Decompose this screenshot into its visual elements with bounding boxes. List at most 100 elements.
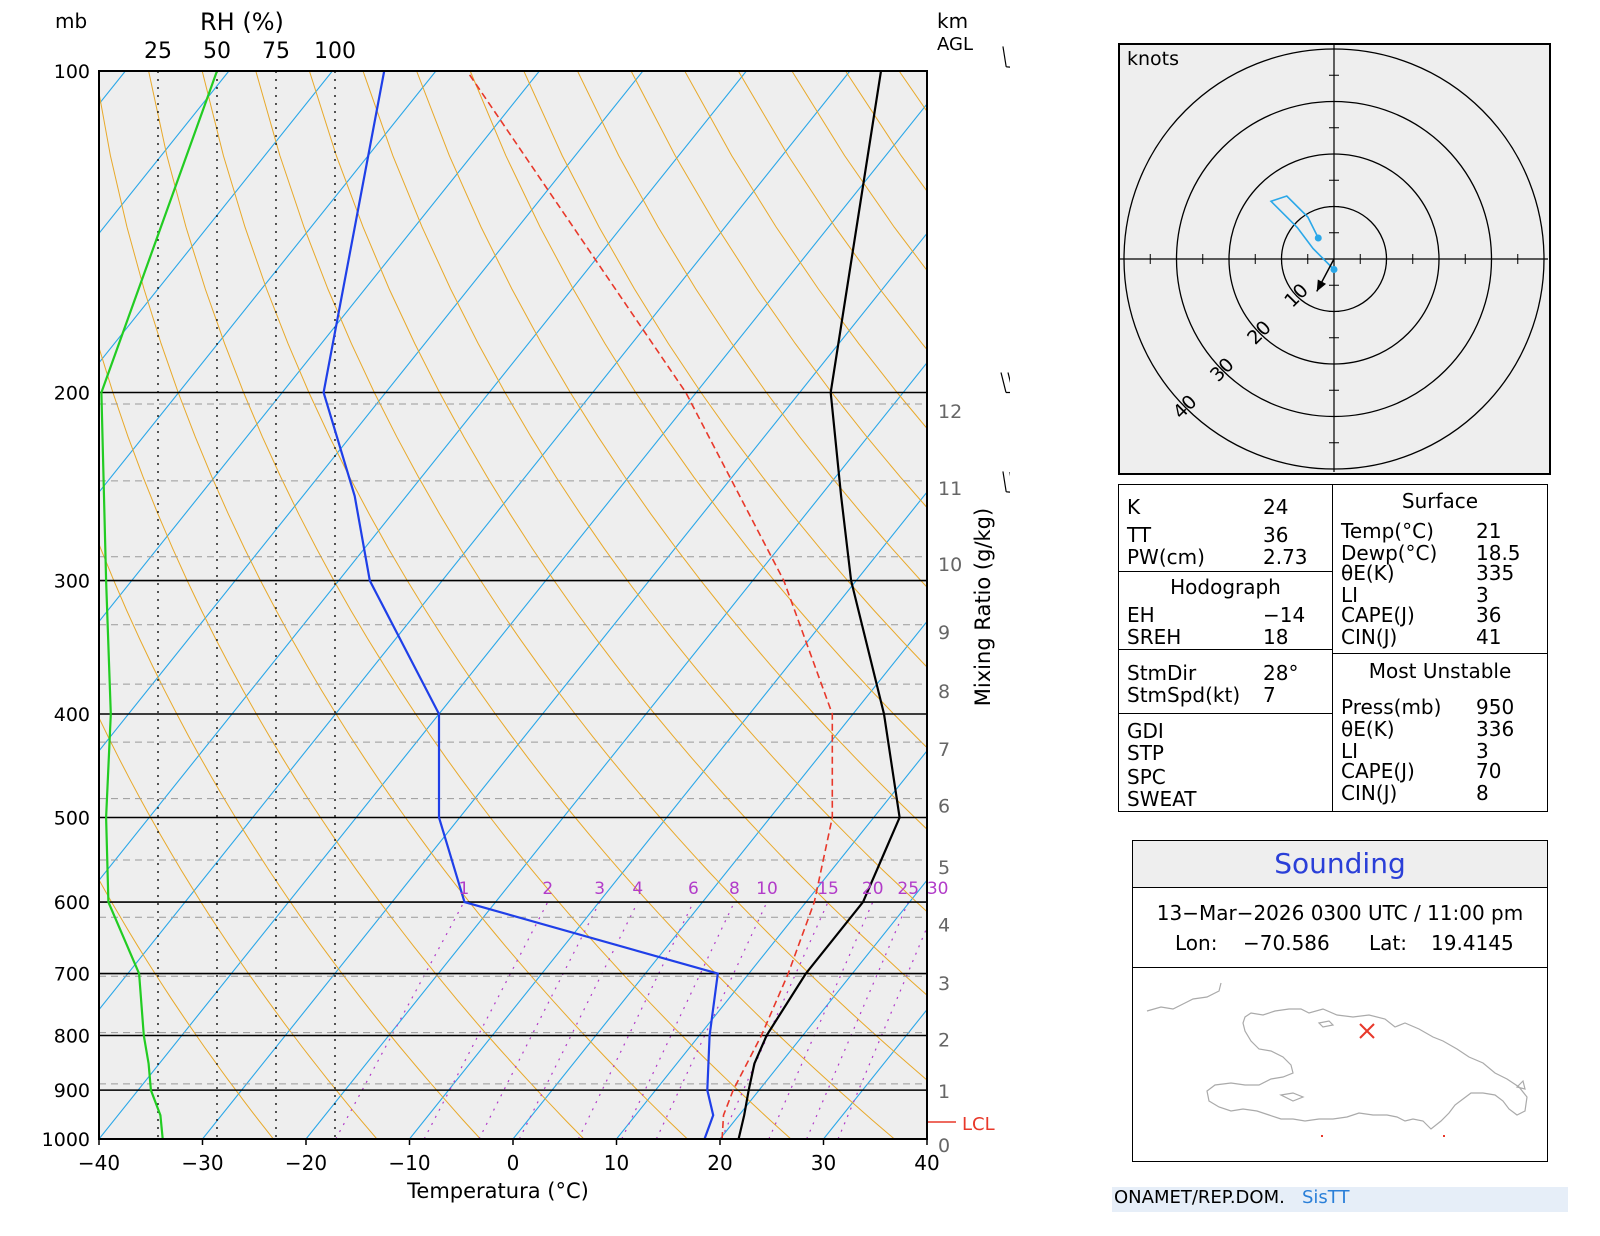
km-tick-label: 7 (938, 739, 950, 761)
mixing-ratio-label: 1 (459, 879, 470, 899)
x-tick-label: −20 (285, 1151, 327, 1175)
sounding-info-panel: Sounding 13−Mar−2026 0300 UTC / 11:00 pm… (1132, 840, 1548, 1162)
tt-label: TT (1127, 523, 1152, 547)
mixing-ratio-label: 10 (756, 879, 778, 899)
mu-press-value: 950 (1476, 695, 1515, 719)
wind-barb-flag (1002, 471, 1007, 492)
pressure-tick-label: 500 (54, 807, 90, 829)
mixing-ratio-label: 2 (542, 879, 553, 899)
hodograph-units-label: knots (1127, 48, 1179, 70)
surface-temp-value: 21 (1476, 519, 1502, 543)
rh-tick-label: 100 (314, 39, 356, 64)
surface-li-value: 3 (1476, 583, 1489, 607)
temperature-axis-title: Temperatura (°C) (406, 1179, 589, 1203)
km-tick-label: 0 (938, 1135, 950, 1157)
rh-profile (100, 71, 219, 1139)
stp-label: STP (1127, 741, 1164, 765)
mixing-ratio-label: 4 (632, 879, 643, 899)
mixing-ratio-label: 6 (688, 879, 699, 899)
x-tick-label: 0 (507, 1151, 520, 1175)
divider-line (1333, 653, 1547, 654)
wind-barb-staff (1006, 66, 1010, 68)
map-coastline (1146, 982, 1528, 1130)
isotherm-line (99, 71, 644, 752)
dry-adiabat-line (99, 542, 481, 1139)
sreh-label: SREH (1127, 625, 1182, 649)
dry-adiabat-line (469, 71, 927, 749)
surface-dewp-value: 18.5 (1476, 541, 1521, 565)
surface-li-label: LI (1341, 583, 1359, 607)
dry-adiabat-line (416, 71, 927, 830)
location-map (1146, 982, 1528, 1137)
stmdir-value: 28° (1263, 661, 1299, 685)
km-tick-label: 2 (938, 1030, 950, 1052)
mu-thetae-label: θE(K) (1341, 717, 1395, 741)
dry-adiabat-line (255, 71, 927, 1081)
x-tick-label: 30 (811, 1151, 836, 1175)
divider-line (1133, 967, 1547, 968)
mu-press-label: Press(mb) (1341, 695, 1442, 719)
mu-cape-label: CAPE(J) (1341, 759, 1415, 783)
lon-value: −70.586 (1243, 931, 1330, 955)
footer-system: SisTT (1302, 1187, 1350, 1208)
dry-adiabat-line (362, 71, 927, 913)
plot-frame (98, 70, 928, 1140)
x-tick-label: −40 (78, 1151, 120, 1175)
temperature-profile (737, 71, 901, 1139)
mixing-ratio-label: 8 (729, 879, 740, 899)
mixing-ratio-axis-title: Mixing Ratio (g/kg) (971, 508, 995, 706)
sweat-label: SWEAT (1127, 787, 1197, 811)
tt-value: 36 (1263, 523, 1289, 547)
spc-label: SPC (1127, 765, 1166, 789)
dry-adiabat-line (99, 716, 378, 1139)
surface-cape-label: CAPE(J) (1341, 603, 1415, 627)
km-tick-label: 9 (938, 622, 950, 644)
mixing-ratio-line (806, 901, 909, 1139)
pressure-tick-label: 600 (54, 892, 90, 914)
dry-adiabat-line (99, 878, 274, 1139)
isotherm-line (0, 71, 22, 1139)
x-tick-label: 20 (707, 1151, 732, 1175)
surface-dewp-label: Dewp(°C) (1341, 541, 1438, 565)
mixing-ratio-label: 15 (817, 879, 839, 899)
wind-barb-flag (1007, 372, 1010, 383)
surface-cin-value: 41 (1476, 625, 1502, 649)
km-tick-label: 4 (938, 914, 950, 936)
wind-barb-flag (1000, 372, 1007, 393)
dry-adiabat-line (577, 71, 927, 588)
km-tick-label: 1 (938, 1081, 950, 1103)
dry-adiabat-line (308, 71, 927, 996)
km-tick-label: 3 (938, 973, 950, 995)
lcl-label: LCL (962, 1114, 995, 1135)
k-value: 24 (1263, 495, 1289, 519)
isotherm-line (719, 879, 927, 1139)
km-tick-label: 8 (938, 681, 950, 703)
isotherm-line (616, 749, 927, 1139)
pw-label: PW(cm) (1127, 545, 1205, 569)
rh-tick-label: 25 (144, 39, 172, 64)
dry-adiabat-line (523, 71, 927, 668)
rh-tick-label: 50 (203, 39, 231, 64)
mixing-ratio-label: 20 (862, 879, 884, 899)
divider-line (1119, 713, 1332, 714)
stmspd-value: 7 (1263, 683, 1276, 707)
divider-line (1119, 649, 1332, 650)
isotherm-line (512, 620, 927, 1139)
mixing-ratio-line (335, 901, 465, 1139)
mixing-ratio-label: 30 (927, 879, 949, 899)
sreh-value: 18 (1263, 625, 1289, 649)
mixing-ratio-line (768, 901, 874, 1139)
divider-line (1119, 571, 1332, 572)
isotherm-line (99, 71, 540, 623)
mixing-ratio-label: 25 (897, 879, 919, 899)
km-axis-label: km (937, 9, 968, 33)
x-tick-label: 40 (914, 1151, 939, 1175)
surface-temp-label: Temp(°C) (1341, 519, 1434, 543)
eh-value: −14 (1263, 603, 1306, 627)
surface-thetae-value: 335 (1476, 561, 1515, 585)
location-marker (1359, 1023, 1375, 1039)
x-tick-label: −10 (388, 1151, 430, 1175)
lat-value: 19.4145 (1431, 931, 1514, 955)
sounding-title: Sounding (1274, 847, 1406, 880)
pressure-tick-label: 900 (54, 1080, 90, 1102)
